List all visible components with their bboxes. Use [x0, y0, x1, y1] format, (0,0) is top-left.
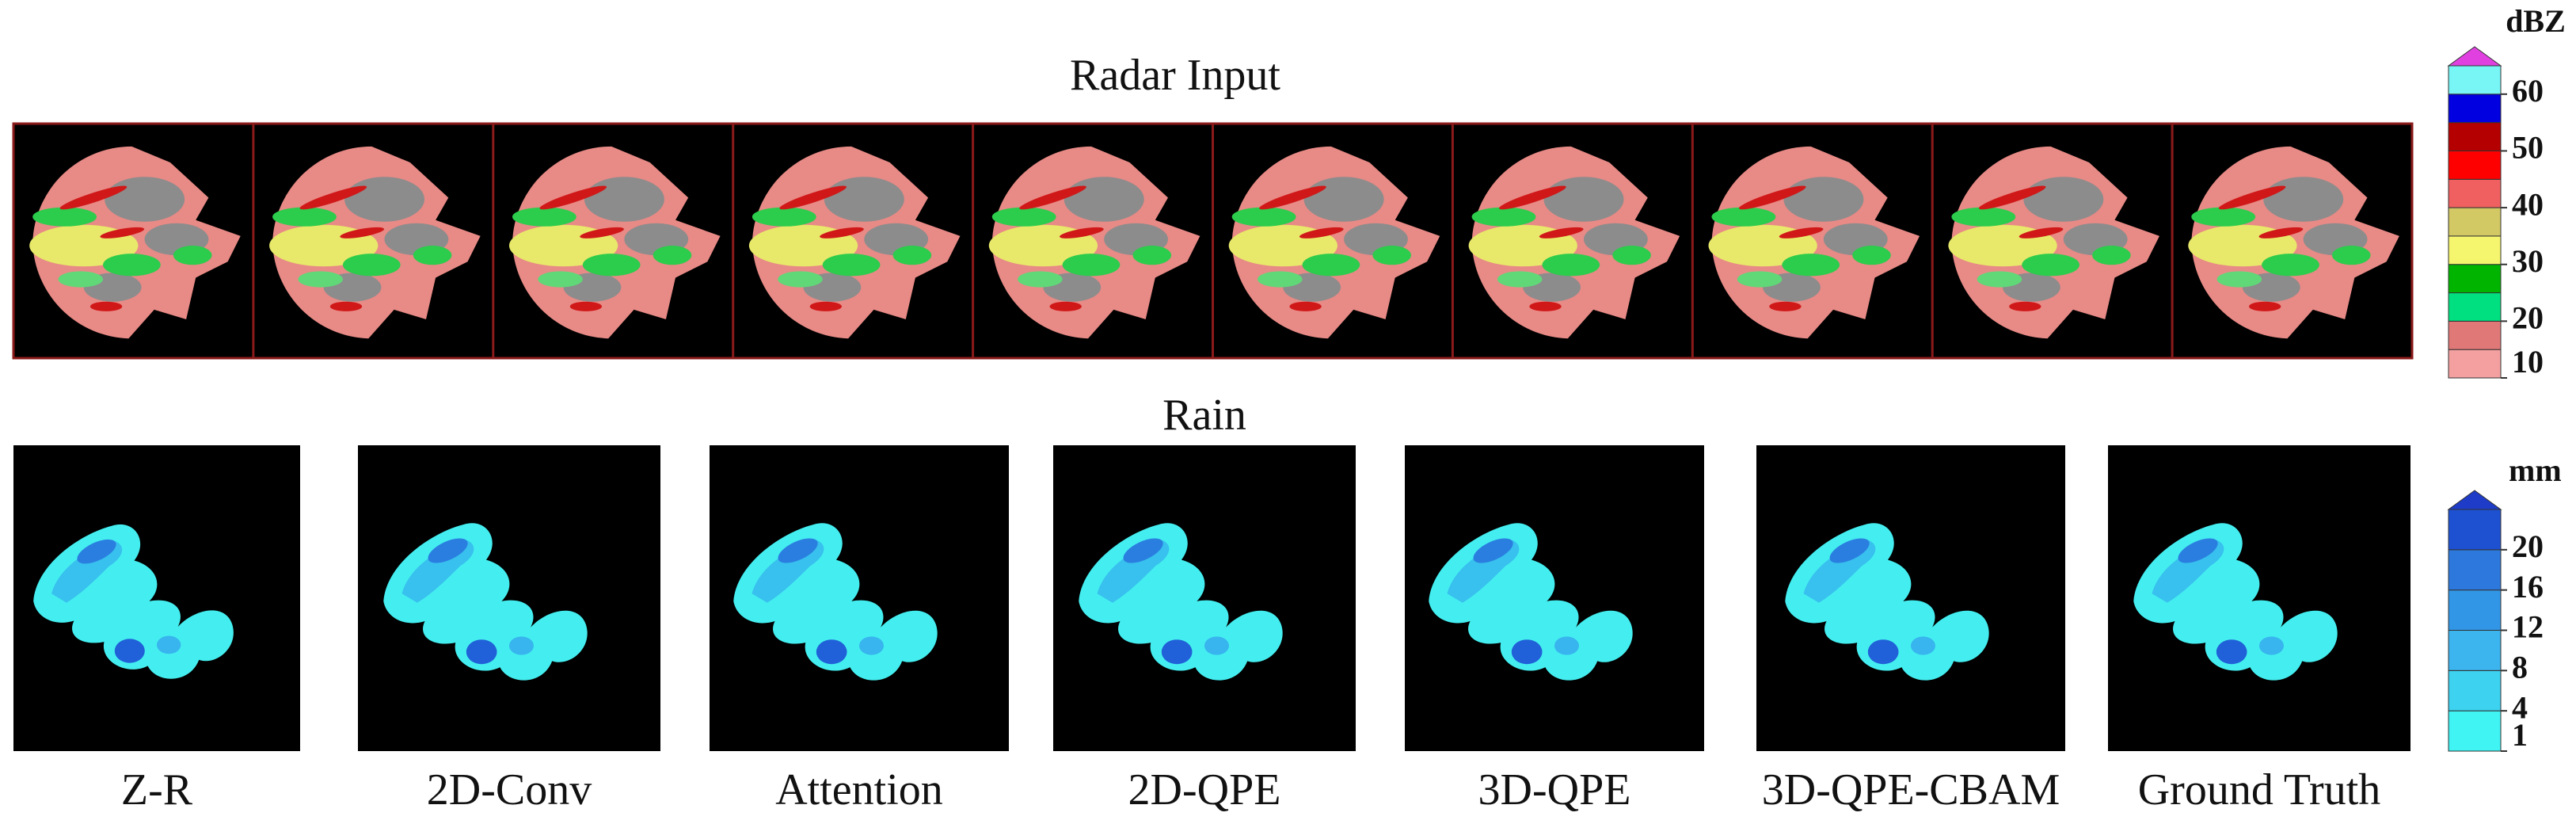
colorbar-segment: [2448, 589, 2502, 631]
colorbar-segment: [2448, 65, 2502, 95]
colorbar-tick-label: 20: [2512, 300, 2544, 336]
colorbar-tick-label: 20: [2512, 528, 2544, 564]
colorbar-segment: [2448, 178, 2502, 208]
colorbar-segment: [2448, 292, 2502, 322]
radar-panels: [29, 124, 2399, 358]
panel-label: 2D-Conv: [427, 765, 592, 814]
colorbar-segment: [2448, 235, 2502, 265]
colorbar-segment: [2448, 150, 2502, 180]
colorbar-tick-label: 4: [2512, 689, 2528, 725]
colorbar-tick-label: 40: [2512, 186, 2544, 222]
colorbar-segment: [2448, 630, 2502, 671]
panel-label: 2D-QPE: [1128, 765, 1281, 814]
colorbar-tick-label: 10: [2512, 344, 2544, 380]
colorbars: dBZ 10 20 30 40 50 60 mm 14 8 12 16 20: [2447, 3, 2566, 753]
colorbar-tick-label: 60: [2512, 73, 2544, 109]
colorbar-unit: dBZ: [2506, 3, 2566, 39]
colorbar-segment: [2448, 93, 2502, 124]
colorbar-segment: [2448, 509, 2502, 551]
colorbar-tick-label: 8: [2512, 650, 2528, 685]
panel-label: Ground Truth: [2138, 765, 2381, 814]
colorbar-extension: [2447, 490, 2502, 510]
colorbar-segment: [2448, 710, 2502, 752]
rain-panels: Z-R 2D-Conv Attention 2D-QPE 3D-QPE 3D-QPE-CB…: [13, 445, 2410, 814]
radar-title: Radar Input: [1070, 51, 1280, 100]
colorbar-tick-label: 30: [2512, 243, 2544, 279]
colorbar-segment: [2448, 549, 2502, 591]
colorbar-tick-label: 12: [2512, 609, 2544, 645]
colorbar-segment: [2448, 349, 2502, 379]
colorbar-tick-label: 16: [2512, 569, 2544, 605]
colorbar-extension: [2447, 46, 2502, 67]
colorbar-segment: [2448, 122, 2502, 151]
colorbar-segment: [2448, 320, 2502, 350]
colorbar-tick-label: 1: [2512, 717, 2528, 753]
rain-title: Rain: [1162, 391, 1246, 440]
colorbar-segment: [2448, 264, 2502, 294]
colorbar-segment: [2448, 670, 2502, 711]
colorbar-tick-label: 50: [2512, 130, 2544, 166]
panel-label: Attention: [775, 765, 943, 814]
panel-label: 3D-QPE-CBAM: [1762, 765, 2060, 814]
panel-label: Z-R: [121, 765, 193, 814]
colorbar-segment: [2448, 207, 2502, 237]
colorbar-unit: mm: [2509, 452, 2562, 488]
panel-label: 3D-QPE: [1478, 765, 1631, 814]
